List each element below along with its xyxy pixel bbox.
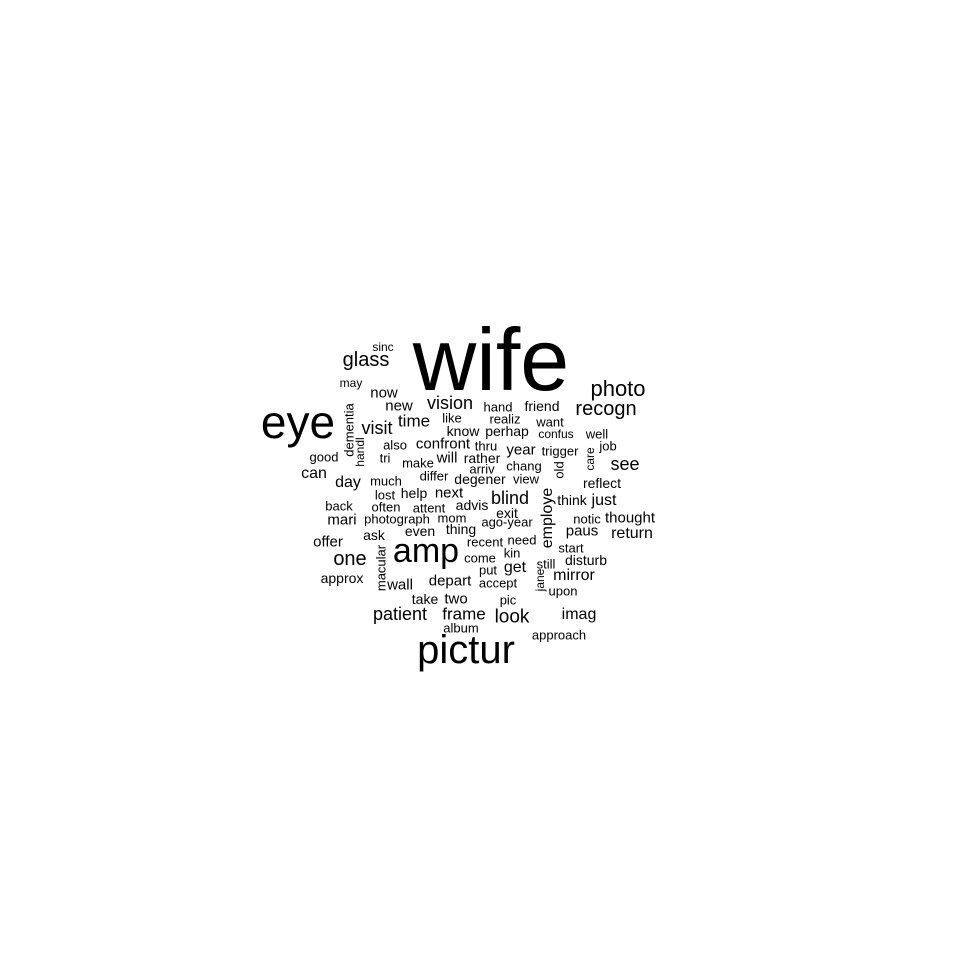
- word-like: like: [442, 410, 462, 426]
- word-also: also: [383, 437, 407, 453]
- word-can: can: [301, 465, 327, 482]
- word-even: even: [404, 523, 436, 539]
- word-perhap: perhap: [485, 423, 529, 439]
- word-new: new: [385, 397, 413, 415]
- word-year: year: [506, 441, 536, 459]
- word-exit: exit: [496, 505, 518, 521]
- word-wall: wall: [387, 576, 413, 594]
- word-hand: hand: [483, 399, 513, 415]
- word-amp: amp: [392, 532, 460, 570]
- word-glass: glass: [342, 349, 390, 371]
- word-mari: mari: [327, 511, 357, 529]
- word-trigger: trigger: [541, 443, 579, 459]
- word-album: album: [443, 620, 479, 636]
- word-macular: macular: [373, 544, 389, 592]
- word-photograph: photograph: [364, 511, 430, 527]
- word-wife: wife: [412, 310, 570, 409]
- word-degener: degener: [454, 471, 506, 487]
- word-attent: attent: [412, 500, 446, 516]
- word-reflect: reflect: [582, 475, 622, 491]
- word-depart: depart: [428, 572, 472, 590]
- word-photo: photo: [590, 376, 646, 401]
- word-confront: confront: [415, 435, 471, 453]
- word-back: back: [325, 498, 353, 514]
- word-care: care: [583, 447, 597, 471]
- word-patient: patient: [372, 604, 428, 624]
- word-approach: approach: [531, 627, 587, 643]
- word-advis: advis: [455, 497, 489, 513]
- word-make: make: [402, 455, 434, 471]
- word-now: now: [370, 384, 398, 402]
- word-upon: upon: [548, 583, 578, 599]
- word-chang: chang: [506, 458, 542, 474]
- word-sinc: sinc: [372, 340, 394, 354]
- word-much: much: [370, 473, 402, 489]
- word-realiz: realiz: [489, 411, 521, 427]
- word-thought: thought: [604, 509, 656, 527]
- word-paus: paus: [565, 522, 599, 540]
- word-confus: confus: [538, 427, 574, 441]
- word-kin: kin: [503, 545, 521, 561]
- word-approx: approx: [320, 570, 364, 586]
- word-recogn: recogn: [575, 398, 637, 420]
- word-imag: imag: [561, 606, 597, 623]
- word-return: return: [611, 525, 653, 542]
- word-mom: mom: [437, 510, 467, 526]
- word-thing: thing: [445, 521, 477, 537]
- word-handl: handl: [353, 437, 367, 467]
- word-often: often: [371, 499, 401, 515]
- word-time: time: [397, 411, 431, 431]
- word-recent: recent: [466, 534, 504, 550]
- word-get: get: [503, 559, 527, 576]
- word-want: want: [536, 414, 564, 430]
- word-day: day: [335, 474, 361, 491]
- word-two: two: [444, 590, 468, 608]
- word-thru: thru: [474, 438, 498, 454]
- word-start: start: [558, 540, 584, 556]
- word-job: job: [599, 438, 617, 454]
- word-think: think: [557, 492, 587, 508]
- word-frame: frame: [442, 604, 486, 624]
- word-tri: tri: [379, 450, 391, 466]
- word-still: still: [536, 556, 556, 572]
- word-good: good: [309, 449, 339, 465]
- word-view: view: [512, 471, 540, 487]
- word-employe: employe: [539, 487, 556, 549]
- word-well: well: [585, 426, 609, 442]
- word-accept: accept: [478, 575, 518, 591]
- word-pic: pic: [499, 592, 517, 608]
- word-disturb: disturb: [564, 552, 608, 568]
- word-eye: eye: [260, 396, 336, 448]
- word-vision: vision: [426, 393, 474, 413]
- word-jane: jane: [533, 568, 547, 592]
- word-just: just: [591, 492, 617, 509]
- word-blind: blind: [490, 488, 530, 508]
- word-put: put: [478, 562, 498, 578]
- word-old: old: [551, 461, 567, 479]
- word-help: help: [400, 485, 428, 501]
- word-arriv: arriv: [469, 461, 495, 477]
- word-pictur: pictur: [417, 628, 515, 672]
- word-ask: ask: [363, 527, 385, 543]
- word-visit: visit: [361, 418, 393, 438]
- word-notic: notic: [573, 511, 601, 527]
- word-mirror: mirror: [553, 567, 595, 584]
- word-need: need: [507, 532, 537, 548]
- word-will: will: [436, 449, 458, 467]
- word-differ: differ: [419, 468, 449, 484]
- word-one: one: [333, 548, 367, 570]
- word-may: may: [339, 376, 363, 390]
- word-see: see: [610, 454, 640, 474]
- word-lost: lost: [374, 487, 396, 503]
- word-rather: rather: [463, 450, 501, 466]
- word-come: come: [464, 550, 496, 566]
- word-friend: friend: [524, 398, 560, 414]
- word-offer: offer: [313, 533, 343, 551]
- word-know: know: [446, 423, 480, 439]
- word-look: look: [494, 606, 530, 628]
- word-ago-year: ago-year: [481, 514, 533, 530]
- word-take: take: [411, 591, 439, 607]
- word-next: next: [434, 484, 464, 502]
